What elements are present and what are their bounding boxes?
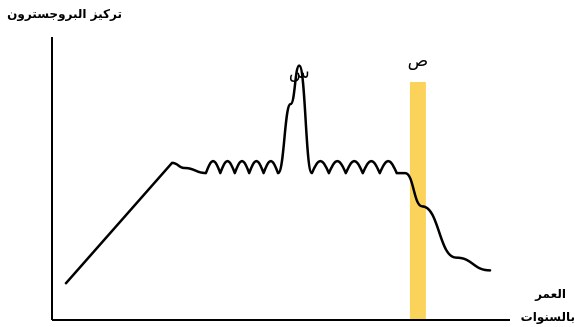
annotation-sin: س xyxy=(289,63,310,83)
y-axis-label: تركيز البروجسترون xyxy=(7,7,122,22)
annotation-sad: ص xyxy=(408,51,429,71)
x-axis-label-line1: العمر xyxy=(534,287,566,301)
progesterone-curve xyxy=(64,64,492,285)
x-axis-label-line2: بالسنوات xyxy=(521,310,575,325)
